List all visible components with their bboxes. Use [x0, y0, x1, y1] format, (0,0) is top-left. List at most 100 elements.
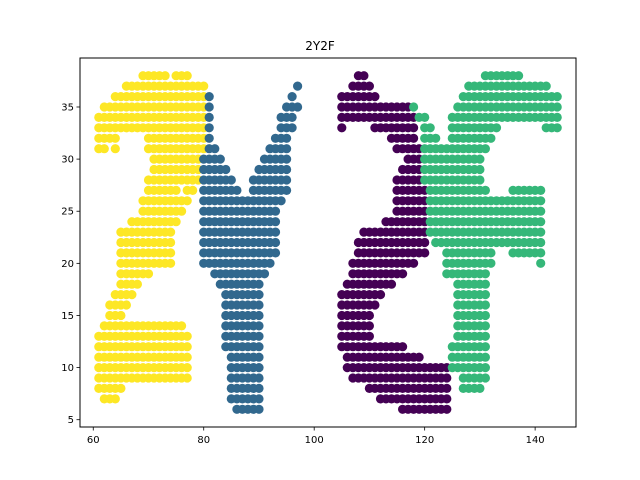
data-point — [182, 352, 192, 362]
data-point — [337, 123, 347, 133]
data-point — [409, 123, 419, 133]
chart-title: 2Y2F — [305, 39, 335, 53]
data-point — [475, 175, 485, 185]
data-point — [127, 290, 137, 300]
data-point — [282, 185, 292, 195]
data-point — [475, 164, 485, 175]
y-tick-label: 35 — [61, 102, 74, 113]
x-axis: 60 80 100 120 140 — [87, 427, 545, 446]
data-point — [398, 342, 408, 352]
data-point — [420, 237, 430, 248]
data-point — [265, 258, 275, 268]
data-point — [210, 144, 220, 154]
data-point — [480, 279, 490, 289]
data-point — [293, 81, 303, 91]
plot-frame — [79, 57, 577, 428]
points-layer — [94, 71, 562, 414]
data-point — [221, 164, 231, 175]
data-point — [480, 373, 490, 383]
data-point — [480, 310, 490, 321]
data-point — [552, 92, 562, 102]
data-point — [491, 123, 502, 133]
data-point — [480, 144, 490, 154]
data-point — [480, 321, 490, 331]
data-point — [293, 102, 303, 112]
data-point — [254, 363, 264, 373]
data-point — [254, 404, 264, 414]
x-tick-label: 60 — [87, 435, 100, 446]
data-point — [287, 123, 297, 133]
data-point — [282, 164, 292, 175]
data-point — [254, 394, 264, 404]
y-tick-label: 30 — [61, 155, 74, 166]
data-point — [552, 112, 562, 122]
data-point — [199, 81, 209, 91]
data-point — [364, 321, 374, 331]
series-2 — [337, 71, 452, 414]
data-point — [486, 248, 496, 258]
data-point — [204, 102, 214, 112]
data-point — [541, 81, 551, 91]
x-tick-label: 80 — [197, 435, 210, 446]
data-point — [536, 227, 546, 237]
data-point — [171, 217, 181, 227]
data-point — [143, 269, 154, 279]
data-point — [160, 71, 170, 81]
data-point — [254, 373, 264, 383]
data-point — [480, 352, 490, 362]
y-tick-label: 15 — [61, 311, 74, 322]
data-point — [414, 352, 424, 362]
data-point — [116, 310, 126, 321]
data-point — [552, 102, 562, 112]
data-point — [364, 310, 374, 321]
data-point — [121, 300, 131, 310]
data-point — [536, 196, 546, 206]
data-point — [110, 394, 120, 404]
data-point — [270, 227, 281, 237]
data-point — [375, 290, 386, 300]
data-point — [398, 269, 408, 279]
data-point — [370, 300, 380, 310]
y-tick-label: 10 — [61, 363, 74, 374]
data-point — [536, 258, 546, 268]
data-point — [442, 404, 452, 414]
data-point — [442, 383, 452, 393]
data-point — [166, 227, 176, 237]
data-point — [166, 248, 176, 258]
data-point — [270, 206, 281, 216]
data-point — [536, 237, 546, 248]
data-point — [370, 92, 380, 102]
data-point — [475, 154, 485, 164]
data-point — [409, 258, 419, 268]
data-point — [475, 383, 485, 393]
data-point — [536, 206, 546, 216]
data-point — [282, 133, 292, 143]
data-point — [166, 237, 176, 248]
data-point — [182, 196, 192, 206]
data-point — [110, 144, 120, 154]
x-tick-label: 120 — [415, 435, 434, 446]
data-point — [270, 248, 281, 258]
data-point — [259, 269, 270, 279]
data-point — [254, 279, 264, 289]
data-point — [536, 185, 546, 195]
series-1 — [199, 81, 303, 414]
data-point — [204, 112, 214, 122]
data-point — [177, 321, 187, 331]
data-point — [480, 331, 490, 341]
data-point — [254, 290, 264, 300]
data-point — [254, 331, 264, 341]
data-point — [215, 154, 225, 164]
data-point — [182, 342, 192, 352]
data-point — [442, 373, 452, 383]
data-point — [420, 112, 430, 122]
series-3 — [409, 71, 562, 393]
data-point — [166, 258, 176, 268]
data-point — [442, 394, 452, 404]
data-point — [204, 133, 214, 143]
data-point — [270, 217, 281, 227]
data-point — [204, 92, 214, 102]
data-point — [254, 342, 264, 352]
data-point — [254, 352, 264, 362]
data-point — [182, 363, 192, 373]
